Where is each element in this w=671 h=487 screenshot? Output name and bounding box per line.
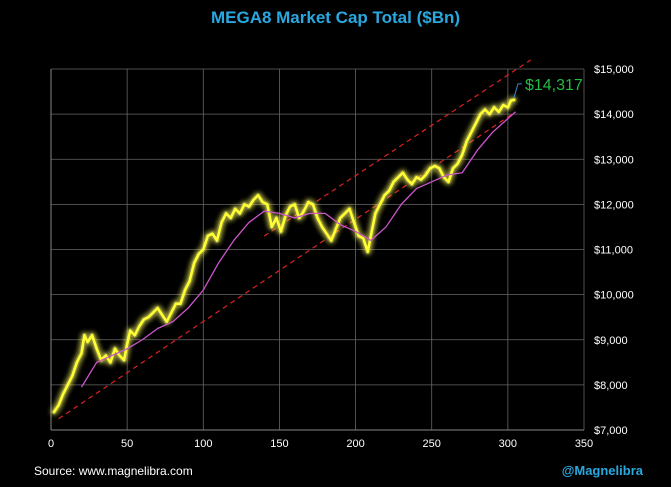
x-tick-label: 150 (270, 438, 288, 450)
y-tick-label: $9,000 (594, 335, 628, 347)
x-tick-label: 200 (346, 438, 364, 450)
y-tick-label: $10,000 (594, 290, 634, 302)
trend-line-lower (58, 111, 516, 420)
x-tick-label: 50 (121, 438, 133, 450)
y-tick-label: $8,000 (594, 380, 628, 392)
price-glow (51, 97, 517, 415)
x-tick-label: 350 (575, 438, 593, 450)
x-tick-label: 0 (48, 438, 54, 450)
y-tick-label: $13,000 (594, 154, 634, 166)
y-tick-label: $15,000 (594, 64, 634, 76)
last-value-label: $14,317 (525, 77, 583, 94)
price-line (52, 98, 516, 414)
last-value-leader (513, 83, 522, 98)
labels-layer: 0 50 100 150 200 250 300 350$7,000 $8,000 $9,000 $… (48, 64, 634, 450)
series-layer (51, 59, 532, 420)
x-tick-label: 250 (423, 438, 441, 450)
axes (50, 69, 584, 431)
chart-title: MEGA8 Market Cap Total ($Bn) (210, 8, 461, 27)
x-tick-label: 300 (499, 438, 517, 450)
y-tick-label: $11,000 (594, 245, 633, 257)
y-tick-label: $7,000 (594, 425, 628, 437)
y-tick-label: $12,000 (594, 199, 634, 211)
source-credit: Source: www.magnelibra.com (34, 464, 193, 478)
y-tick-label: $14,000 (594, 109, 634, 121)
moving-average-line (80, 111, 516, 388)
twitter-handle[interactable]: @Magnelibra (561, 463, 643, 478)
grid (50, 68, 585, 431)
x-tick-label: 100 (194, 438, 212, 450)
